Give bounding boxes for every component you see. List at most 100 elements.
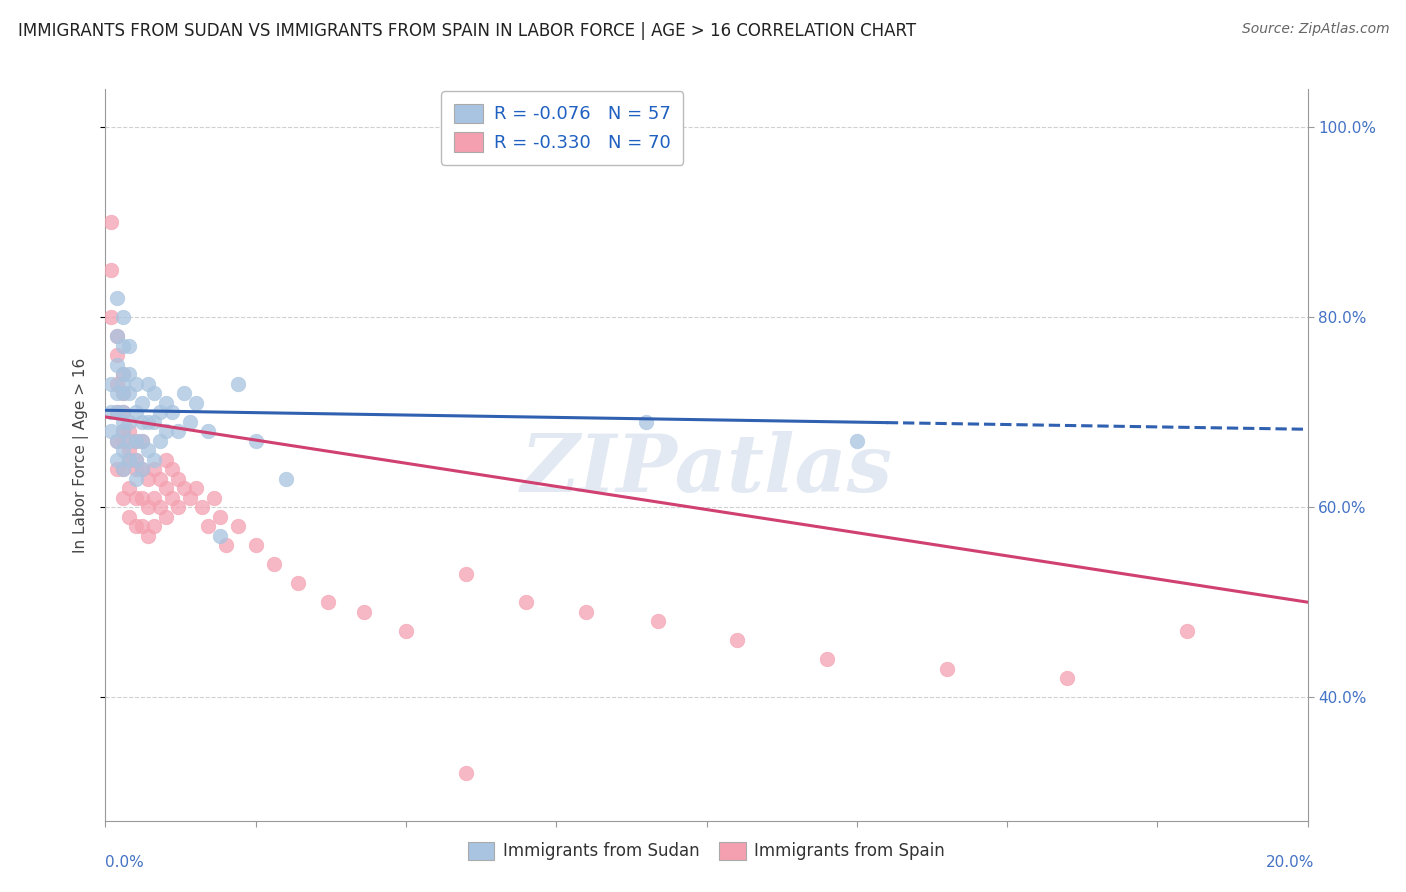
Point xyxy=(845,434,868,448)
Point xyxy=(395,624,418,638)
Point xyxy=(112,405,135,419)
Point xyxy=(107,358,129,372)
Point xyxy=(124,452,146,467)
Point xyxy=(136,376,159,391)
Point xyxy=(112,310,135,325)
Point xyxy=(107,329,129,343)
Point xyxy=(166,472,188,486)
Point xyxy=(136,472,159,486)
Point xyxy=(136,529,159,543)
Point xyxy=(142,415,165,429)
Point xyxy=(107,462,129,476)
Point xyxy=(179,491,201,505)
Point xyxy=(148,405,170,419)
Point xyxy=(936,662,959,676)
Text: 20.0%: 20.0% xyxy=(1267,855,1315,870)
Point xyxy=(148,500,170,515)
Point xyxy=(107,348,129,362)
Point xyxy=(131,434,153,448)
Point xyxy=(226,519,249,533)
Point xyxy=(131,462,153,476)
Point xyxy=(107,405,129,419)
Point xyxy=(112,424,135,438)
Point xyxy=(456,766,478,780)
Text: Source: ZipAtlas.com: Source: ZipAtlas.com xyxy=(1241,22,1389,37)
Point xyxy=(202,491,225,505)
Point xyxy=(142,462,165,476)
Point xyxy=(166,500,188,515)
Point xyxy=(131,415,153,429)
Point xyxy=(197,519,219,533)
Point xyxy=(160,491,183,505)
Point xyxy=(274,472,297,486)
Point xyxy=(456,566,478,581)
Point xyxy=(815,652,838,666)
Point xyxy=(131,519,153,533)
Point xyxy=(112,462,135,476)
Point xyxy=(155,424,177,438)
Point xyxy=(245,434,267,448)
Y-axis label: In Labor Force | Age > 16: In Labor Force | Age > 16 xyxy=(73,358,90,552)
Text: IMMIGRANTS FROM SUDAN VS IMMIGRANTS FROM SPAIN IN LABOR FORCE | AGE > 16 CORRELA: IMMIGRANTS FROM SUDAN VS IMMIGRANTS FROM… xyxy=(18,22,917,40)
Point xyxy=(118,443,141,458)
Point xyxy=(208,529,231,543)
Point xyxy=(112,386,135,401)
Point xyxy=(184,395,207,409)
Point xyxy=(155,481,177,495)
Point xyxy=(197,424,219,438)
Text: ZIPatlas: ZIPatlas xyxy=(520,431,893,508)
Point xyxy=(263,557,285,571)
Point xyxy=(124,434,146,448)
Point xyxy=(112,367,135,381)
Point xyxy=(148,472,170,486)
Point xyxy=(160,405,183,419)
Text: 0.0%: 0.0% xyxy=(105,855,145,870)
Legend: Immigrants from Sudan, Immigrants from Spain: Immigrants from Sudan, Immigrants from S… xyxy=(461,835,952,867)
Point xyxy=(100,262,122,277)
Point xyxy=(226,376,249,391)
Point xyxy=(179,415,201,429)
Point xyxy=(155,452,177,467)
Point xyxy=(124,491,146,505)
Point xyxy=(124,405,146,419)
Point xyxy=(107,291,129,305)
Point xyxy=(112,405,135,419)
Point xyxy=(118,424,141,438)
Point xyxy=(118,415,141,429)
Point xyxy=(107,434,129,448)
Point xyxy=(136,500,159,515)
Point xyxy=(142,452,165,467)
Point xyxy=(148,434,170,448)
Point xyxy=(112,415,135,429)
Point xyxy=(118,386,141,401)
Point xyxy=(160,462,183,476)
Point xyxy=(124,434,146,448)
Point xyxy=(107,329,129,343)
Point xyxy=(131,462,153,476)
Point xyxy=(173,481,195,495)
Point xyxy=(112,434,135,448)
Point xyxy=(136,415,159,429)
Point xyxy=(100,424,122,438)
Point xyxy=(1056,671,1078,685)
Point xyxy=(112,367,135,381)
Point xyxy=(112,339,135,353)
Point xyxy=(100,376,122,391)
Point xyxy=(107,386,129,401)
Point xyxy=(136,443,159,458)
Point xyxy=(112,424,135,438)
Point xyxy=(112,443,135,458)
Point xyxy=(118,452,141,467)
Point xyxy=(107,405,129,419)
Point xyxy=(287,576,309,591)
Point xyxy=(1177,624,1199,638)
Point xyxy=(107,452,129,467)
Point xyxy=(118,481,141,495)
Point xyxy=(155,395,177,409)
Point xyxy=(353,605,375,619)
Point xyxy=(112,491,135,505)
Point xyxy=(725,633,748,648)
Point xyxy=(515,595,537,609)
Point xyxy=(118,509,141,524)
Point xyxy=(184,481,207,495)
